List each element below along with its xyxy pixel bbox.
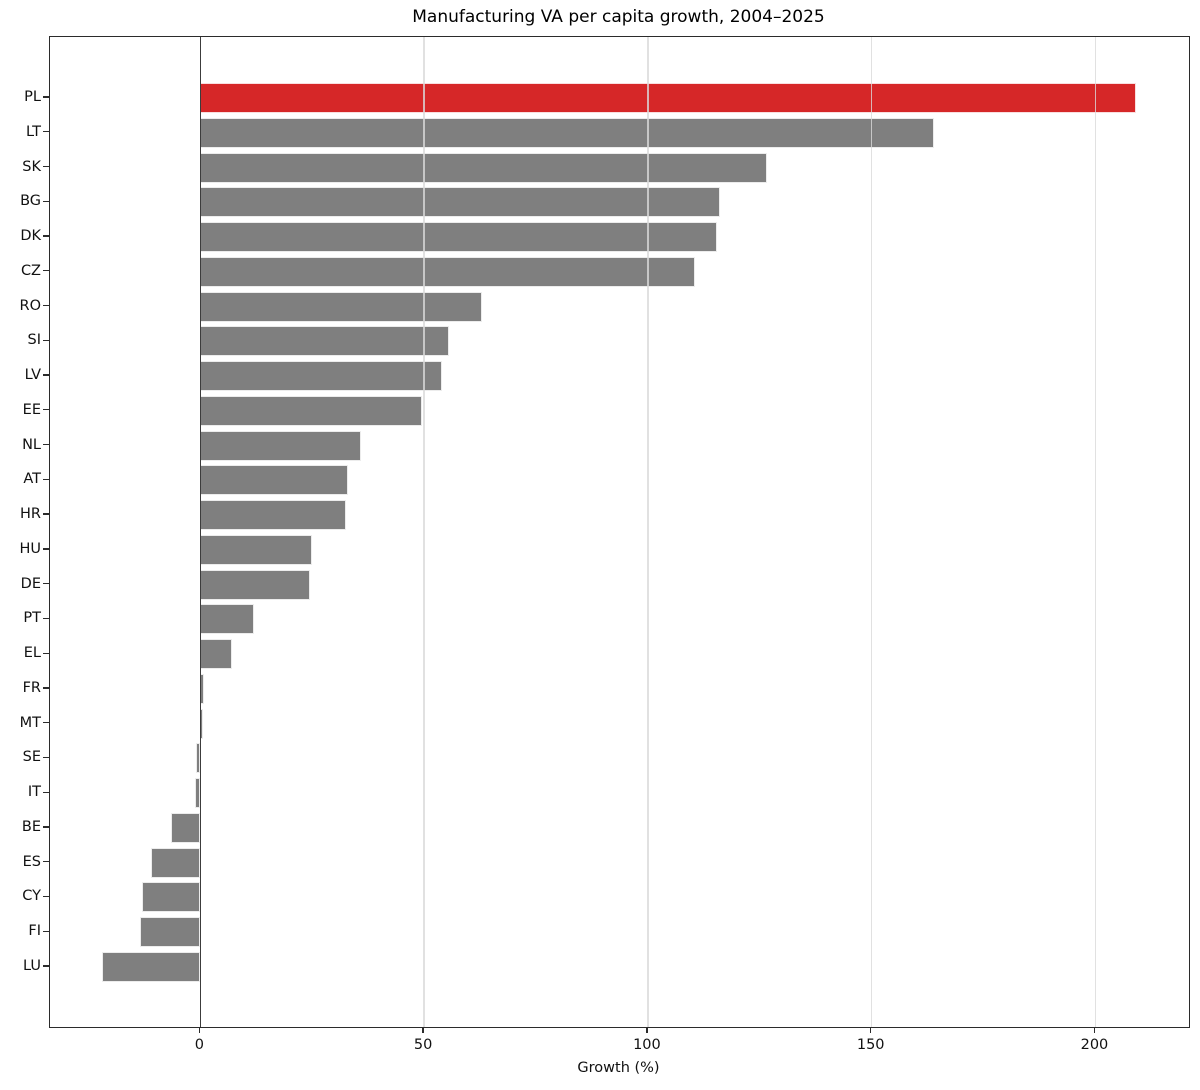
- plot-area: [49, 36, 1190, 1028]
- bar-fi: [139, 917, 201, 948]
- bar-ee: [200, 395, 422, 426]
- bar-cz: [200, 256, 695, 287]
- x-tick-label-0: 0: [194, 1037, 204, 1053]
- y-tick-label-cz: CZ: [20, 262, 41, 279]
- bar-si: [200, 326, 449, 357]
- y-tick-mark-pl: [43, 96, 49, 98]
- bar-cy: [142, 882, 201, 913]
- bar-sk: [200, 152, 767, 183]
- bar-de: [200, 569, 310, 600]
- y-tick-mark-fr: [43, 687, 49, 689]
- y-tick-mark-de: [43, 582, 49, 585]
- y-tick-mark-es: [43, 861, 49, 863]
- y-tick-mark-bg: [43, 200, 49, 202]
- y-tick-label-fr: FR: [22, 679, 41, 696]
- y-tick-mark-pt: [43, 617, 49, 620]
- y-tick-label-it: IT: [27, 784, 41, 801]
- bar-dk: [200, 222, 718, 253]
- gridline-x-200: [1094, 37, 1097, 1027]
- y-tick-mark-lv: [43, 374, 49, 376]
- y-tick-label-lt: LT: [26, 123, 41, 140]
- y-tick-mark-at: [43, 478, 49, 480]
- y-tick-label-sk: SK: [22, 158, 41, 175]
- bar-nl: [200, 430, 362, 461]
- x-tick-label-200: 200: [1080, 1037, 1109, 1053]
- y-tick-mark-mt: [43, 722, 49, 724]
- y-tick-mark-cz: [43, 270, 49, 272]
- y-tick-label-fi: FI: [28, 923, 41, 940]
- y-tick-label-dk: DK: [20, 228, 41, 245]
- y-tick-mark-fi: [43, 930, 49, 932]
- y-tick-label-de: DE: [20, 575, 41, 592]
- bar-es: [151, 847, 201, 878]
- y-tick-label-hu: HU: [19, 540, 41, 557]
- gridline-x-150: [871, 37, 873, 1027]
- x-tick-mark-150: [870, 1027, 872, 1033]
- y-tick-label-es: ES: [22, 853, 41, 870]
- gridline-x-50: [423, 37, 425, 1027]
- x-tick-mark-50: [422, 1027, 424, 1033]
- bar-lt: [200, 117, 935, 148]
- y-tick-mark-el: [43, 652, 49, 654]
- bar-bg: [200, 187, 720, 218]
- x-tick-mark-200: [1093, 1027, 1096, 1033]
- y-tick-label-hr: HR: [20, 506, 41, 523]
- y-tick-label-at: AT: [23, 471, 41, 488]
- y-tick-mark-lu: [43, 965, 49, 967]
- y-tick-label-pl: PL: [24, 89, 41, 105]
- x-tick-label-50: 50: [413, 1037, 433, 1053]
- y-tick-mark-be: [43, 826, 49, 828]
- y-tick-mark-lt: [43, 131, 49, 133]
- bar-pl: [200, 83, 1136, 113]
- y-tick-mark-ro: [43, 304, 49, 307]
- y-tick-mark-ee: [43, 409, 49, 411]
- y-tick-mark-dk: [43, 235, 49, 237]
- y-tick-mark-cy: [43, 895, 49, 898]
- bar-at: [200, 465, 349, 496]
- y-tick-label-el: EL: [23, 645, 41, 662]
- y-tick-label-lv: LV: [24, 367, 41, 384]
- y-tick-mark-sk: [43, 165, 49, 168]
- y-tick-label-lu: LU: [23, 958, 41, 974]
- bar-hr: [200, 500, 346, 531]
- x-tick-mark-0: [198, 1027, 201, 1033]
- y-tick-mark-si: [43, 339, 49, 341]
- bar-lv: [200, 361, 443, 392]
- x-tick-label-100: 100: [633, 1037, 661, 1053]
- y-tick-label-si: SI: [27, 332, 41, 349]
- bar-pt: [200, 604, 255, 635]
- y-tick-mark-se: [43, 756, 49, 759]
- y-tick-label-ro: RO: [19, 297, 42, 314]
- bar-lu: [101, 952, 201, 982]
- y-tick-label-pt: PT: [23, 610, 41, 627]
- gridline-x-100: [647, 37, 649, 1027]
- y-tick-label-se: SE: [22, 749, 41, 766]
- bar-hu: [200, 534, 313, 565]
- y-tick-mark-nl: [43, 443, 49, 446]
- y-tick-label-nl: NL: [22, 436, 41, 453]
- y-tick-label-ee: EE: [22, 401, 41, 418]
- y-tick-label-bg: BG: [20, 193, 41, 210]
- zero-line: [199, 37, 202, 1027]
- y-tick-label-be: BE: [21, 818, 41, 835]
- x-tick-label-150: 150: [856, 1037, 885, 1053]
- y-tick-mark-it: [43, 791, 49, 793]
- bar-ro: [200, 291, 483, 322]
- chart-title: Manufacturing VA per capita growth, 2004…: [412, 7, 825, 27]
- bar-be: [171, 812, 201, 843]
- y-tick-label-mt: MT: [19, 714, 41, 731]
- y-tick-label-cy: CY: [22, 888, 41, 905]
- x-tick-mark-100: [646, 1027, 648, 1033]
- x-axis-label: Growth (%): [577, 1060, 660, 1076]
- bar-el: [200, 639, 232, 670]
- y-tick-mark-hu: [43, 548, 49, 550]
- y-tick-mark-hr: [43, 513, 49, 515]
